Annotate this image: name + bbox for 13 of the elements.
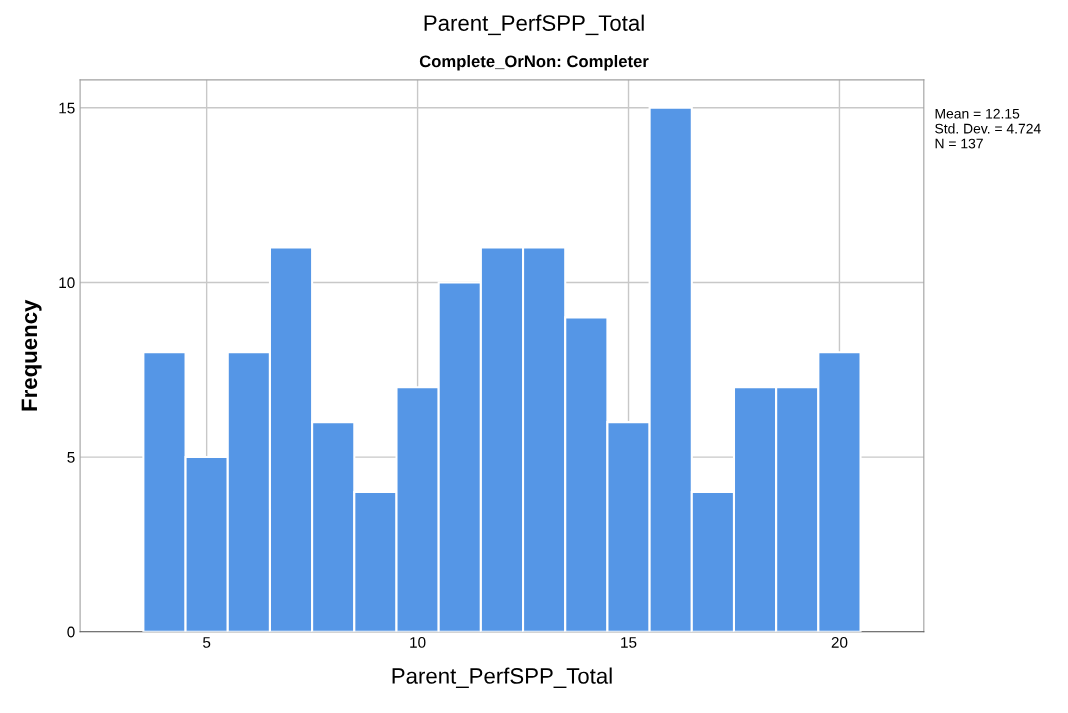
text: Mean = 12.15 Std. Dev. = 4.724 N = 137 xyxy=(935,108,1041,149)
y-tick-label: 5 xyxy=(67,452,75,463)
y-tick-label: 10 xyxy=(59,277,75,289)
y-tick-label: 0 xyxy=(67,626,75,638)
y-tick-label: 15 xyxy=(59,102,75,114)
x-tick-label: 5 xyxy=(203,637,211,648)
y-axis-title: Frequency xyxy=(21,299,42,411)
chart-subtitle: Complete_OrNon: Completer xyxy=(419,54,649,71)
x-tick-label: 15 xyxy=(621,637,637,648)
x-tick-label: 20 xyxy=(831,636,848,648)
x-axis-title: Parent_PerfSPP_Total xyxy=(392,667,612,689)
chart-title: Parent_PerfSPP_Total xyxy=(424,14,644,36)
x-tick-label: 10 xyxy=(410,636,426,648)
